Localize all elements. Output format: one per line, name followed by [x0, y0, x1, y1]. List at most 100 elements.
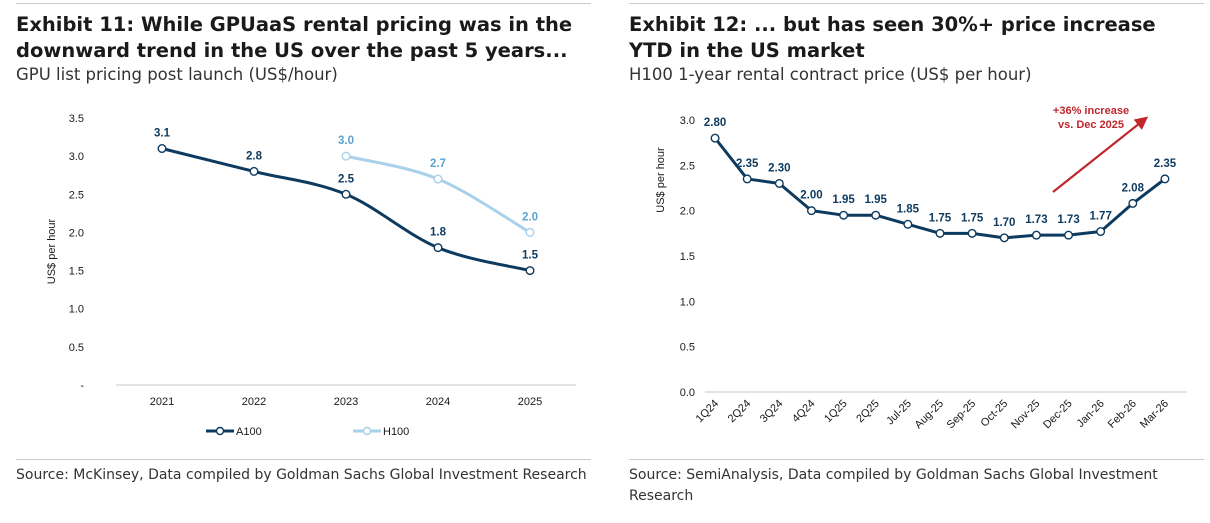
- increase-annotation-text: vs. Dec 2025: [1058, 119, 1124, 131]
- increase-arrow: [1052, 116, 1149, 193]
- price-data-point: [1160, 174, 1170, 184]
- y-tick-label: 2.5: [69, 189, 84, 201]
- h100-data-point: [433, 174, 443, 184]
- x-tick-label: Nov-25: [1009, 398, 1043, 432]
- x-tick-label: 3Q24: [758, 398, 786, 426]
- a100-data-label: 1.5: [522, 250, 539, 262]
- exhibit-11-panel: Exhibit 11: While GPUaaS rental pricing …: [16, 0, 591, 523]
- y-tick-label: 2.0: [69, 227, 84, 239]
- a100-data-point: [433, 243, 443, 253]
- price-data-point: [999, 233, 1009, 243]
- y-tick-label: 1.0: [680, 296, 695, 308]
- y-tick-label: 2.5: [680, 160, 695, 172]
- y-tick-label: 3.0: [69, 151, 84, 163]
- price-data-label: 2.35: [736, 158, 759, 170]
- bottom-divider: [16, 459, 591, 460]
- y-tick-label: 1.0: [69, 304, 84, 316]
- x-tick-label: 2024: [426, 396, 450, 408]
- x-tick-label: 2023: [334, 396, 358, 408]
- price-data-point: [839, 210, 849, 220]
- price-data-label: 1.95: [832, 194, 855, 206]
- h100-data-label: 2.0: [522, 211, 538, 223]
- price-data-label: 2.30: [768, 162, 790, 174]
- y-tick-label: 1.5: [69, 266, 84, 278]
- y-tick-label: 0.5: [69, 342, 84, 354]
- x-tick-label: 2Q24: [726, 398, 754, 426]
- price-data-point: [871, 210, 881, 220]
- x-tick-label: 1Q25: [822, 398, 850, 426]
- x-tick-label: 1Q24: [694, 398, 722, 426]
- x-tick-label: Sep-25: [945, 398, 979, 432]
- top-divider: [16, 3, 591, 4]
- h100-data-point: [525, 227, 535, 237]
- source-note: Source: SemiAnalysis, Data compiled by G…: [629, 467, 1158, 504]
- y-tick-label: 2.0: [680, 206, 695, 218]
- x-tick-label: Jul-25: [884, 398, 914, 428]
- price-data-point: [967, 228, 977, 238]
- price-data-point: [1031, 230, 1041, 240]
- price-data-point: [903, 219, 913, 229]
- y-axis-label: US$ per hour: [655, 147, 667, 213]
- y-tick-label: 0.0: [680, 387, 695, 399]
- y-tick-label: 1.5: [680, 251, 695, 263]
- exhibit-subtitle: H100 1-year rental contract price (US$ p…: [629, 65, 1032, 84]
- h100-data-label: 2.7: [430, 158, 446, 170]
- y-axis-label: US$ per hour: [46, 218, 58, 284]
- price-data-label: 2.00: [800, 190, 822, 202]
- x-tick-label: Mar-26: [1138, 398, 1171, 431]
- price-data-label: 1.70: [993, 217, 1015, 229]
- a100-data-point: [341, 189, 351, 199]
- price-data-point: [710, 133, 720, 143]
- y-tick-label: 3.0: [680, 115, 695, 127]
- price-data-label: 1.73: [1057, 214, 1079, 226]
- price-data-label: 2.80: [704, 117, 726, 129]
- price-data-label: 1.77: [1089, 211, 1111, 223]
- a100-data-point: [525, 266, 535, 276]
- price-data-point: [935, 228, 945, 238]
- x-tick-label: Aug-25: [913, 398, 947, 432]
- x-tick-label: Oct-25: [979, 398, 1011, 430]
- x-tick-label: Feb-26: [1106, 398, 1139, 431]
- y-tick-label: 0.5: [680, 342, 695, 354]
- x-tick-label: Dec-25: [1041, 398, 1075, 432]
- a100-legend-marker: [215, 426, 225, 436]
- price-data-label: 1.95: [865, 194, 888, 206]
- price-data-point: [1064, 230, 1074, 240]
- h100-data-point: [341, 151, 351, 161]
- price-data-label: 2.35: [1154, 158, 1177, 170]
- increase-annotation-text: +36% increase: [1053, 105, 1129, 117]
- h100-data-label: 3.0: [338, 135, 354, 147]
- x-tick-label: Jan-26: [1075, 398, 1107, 430]
- source-note: Source: McKinsey, Data compiled by Goldm…: [16, 467, 587, 483]
- a100-data-point: [157, 144, 167, 154]
- y-tick-label: 3.5: [69, 113, 84, 125]
- a100-data-label: 1.8: [430, 227, 447, 239]
- exhibit-12-panel: Exhibit 12: ... but has seen 30%+ price …: [629, 0, 1204, 523]
- h100-legend-marker: [362, 426, 372, 436]
- price-data-label: 1.75: [961, 212, 984, 224]
- price-data-point: [742, 174, 752, 184]
- gpu-list-pricing-line-chart: - 0.5 1.0 1.5 2.0 2.5 3.0 3.5 US$ per hour 2021 20…: [46, 113, 576, 438]
- x-tick-label: 4Q24: [790, 398, 818, 426]
- h100-legend-label: H100: [383, 426, 409, 438]
- exhibit-title: Exhibit 11: While GPUaaS rental pricing …: [16, 13, 573, 62]
- price-data-point: [774, 178, 784, 188]
- price-data-point: [1096, 227, 1106, 237]
- bottom-divider: [629, 459, 1204, 460]
- a100-data-label: 2.5: [338, 173, 355, 185]
- top-divider: [629, 3, 1204, 4]
- exhibit-subtitle: GPU list pricing post launch (US$/hour): [16, 65, 338, 84]
- price-data-point: [806, 206, 816, 216]
- price-data-point: [1128, 198, 1138, 208]
- x-tick-label: 2Q25: [854, 398, 882, 426]
- a100-data-label: 2.8: [246, 150, 263, 162]
- a100-legend-label: A100: [236, 426, 262, 438]
- a100-data-label: 3.1: [154, 128, 171, 140]
- x-tick-label: 2025: [518, 396, 542, 408]
- exhibit-title: Exhibit 12: ... but has seen 30%+ price …: [629, 13, 1156, 62]
- a100-series-line: [161, 147, 531, 273]
- a100-data-point: [249, 166, 259, 176]
- x-tick-label: 2022: [242, 396, 266, 408]
- price-data-label: 1.85: [897, 203, 920, 215]
